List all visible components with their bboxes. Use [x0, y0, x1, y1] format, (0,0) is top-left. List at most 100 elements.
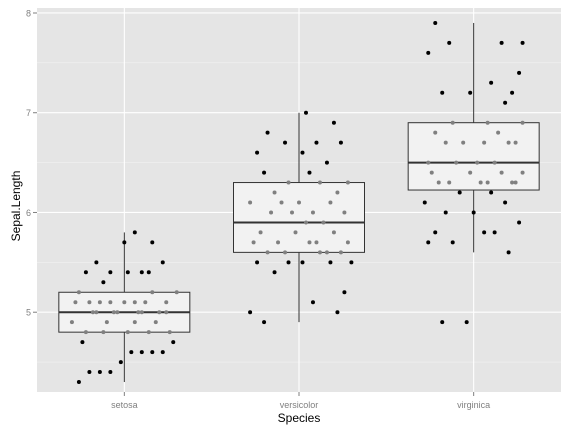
- data-point: [97, 370, 102, 375]
- data-point: [342, 290, 347, 295]
- data-point: [87, 300, 92, 305]
- data-point: [310, 300, 315, 305]
- data-point: [345, 240, 350, 245]
- data-point: [426, 240, 431, 245]
- data-point: [338, 140, 343, 145]
- data-point: [265, 250, 270, 255]
- data-point: [157, 310, 162, 315]
- data-point: [290, 210, 295, 215]
- y-axis-title: Sepal.Length: [9, 171, 23, 242]
- data-point: [248, 200, 253, 205]
- data-point: [482, 230, 487, 235]
- y-tick-label: 8: [26, 8, 31, 18]
- data-point: [276, 240, 281, 245]
- data-point: [457, 190, 462, 195]
- data-point: [429, 170, 434, 175]
- data-point: [115, 310, 120, 315]
- data-point: [286, 260, 291, 265]
- x-tick-label: virginica: [457, 400, 490, 410]
- data-point: [422, 200, 427, 205]
- data-point: [76, 380, 81, 385]
- x-tick-label: setosa: [111, 400, 138, 410]
- data-point: [146, 330, 151, 335]
- data-point: [286, 180, 291, 185]
- data-point: [101, 280, 106, 285]
- data-point: [492, 160, 497, 165]
- data-point: [342, 210, 347, 215]
- data-point: [129, 350, 134, 355]
- data-point: [503, 200, 508, 205]
- data-point: [482, 140, 487, 145]
- data-point: [101, 330, 106, 335]
- data-point: [450, 240, 455, 245]
- data-point: [307, 170, 312, 175]
- data-point: [503, 100, 508, 105]
- data-point: [321, 220, 326, 225]
- data-point: [314, 140, 319, 145]
- box-body: [407, 122, 540, 191]
- data-point: [269, 210, 274, 215]
- data-point: [324, 250, 329, 255]
- data-point: [160, 350, 165, 355]
- data-point: [506, 140, 511, 145]
- data-point: [496, 130, 501, 135]
- y-axis: 5 6 7 8: [26, 8, 37, 318]
- y-tick-label: 5: [26, 308, 31, 318]
- data-point: [122, 240, 127, 245]
- data-point: [258, 230, 263, 235]
- data-point: [513, 180, 518, 185]
- data-point: [94, 310, 99, 315]
- data-point: [97, 300, 102, 305]
- data-point: [80, 340, 85, 345]
- data-point: [331, 230, 336, 235]
- data-point: [111, 310, 116, 315]
- data-point: [150, 350, 155, 355]
- data-point: [160, 260, 165, 265]
- data-point: [265, 130, 270, 135]
- data-point: [87, 370, 92, 375]
- data-point: [164, 310, 169, 315]
- data-point: [283, 250, 288, 255]
- data-point: [520, 120, 525, 125]
- data-point: [328, 260, 333, 265]
- data-point: [139, 350, 144, 355]
- data-point: [440, 320, 445, 325]
- data-point: [174, 290, 179, 295]
- data-point: [447, 180, 452, 185]
- data-point: [150, 240, 155, 245]
- data-point: [517, 220, 522, 225]
- data-point: [94, 260, 99, 265]
- data-point: [76, 290, 81, 295]
- data-point: [108, 270, 113, 275]
- data-point: [517, 70, 522, 75]
- data-point: [143, 300, 148, 305]
- y-tick-label: 7: [26, 108, 31, 118]
- data-point: [443, 210, 448, 215]
- data-point: [262, 170, 267, 175]
- data-point: [468, 90, 473, 95]
- data-point: [426, 50, 431, 55]
- data-point: [335, 190, 340, 195]
- data-point: [69, 320, 74, 325]
- data-point: [171, 340, 176, 345]
- data-point: [499, 40, 504, 45]
- data-point: [125, 270, 130, 275]
- data-point: [345, 180, 350, 185]
- data-point: [426, 160, 431, 165]
- data-point: [132, 300, 137, 305]
- data-point: [251, 240, 256, 245]
- data-point: [314, 240, 319, 245]
- data-point: [433, 230, 438, 235]
- data-point: [300, 150, 305, 155]
- data-point: [520, 170, 525, 175]
- data-point: [485, 180, 490, 185]
- data-point: [433, 20, 438, 25]
- data-point: [139, 270, 144, 275]
- data-point: [471, 210, 476, 215]
- data-point: [499, 170, 504, 175]
- data-point: [338, 250, 343, 255]
- data-point: [146, 270, 151, 275]
- data-point: [303, 220, 308, 225]
